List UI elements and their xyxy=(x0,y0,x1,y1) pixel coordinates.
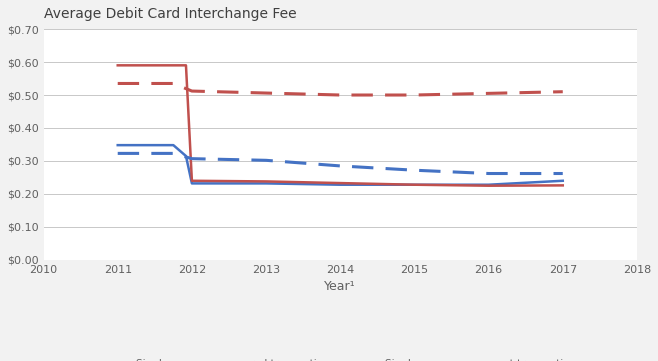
Text: Average Debit Card Interchange Fee: Average Debit Card Interchange Fee xyxy=(43,7,296,21)
X-axis label: Year¹: Year¹ xyxy=(324,280,356,293)
Legend: Single-message, covered transactions, Dual-message, covered transactions, Single: Single-message, covered transactions, Du… xyxy=(94,355,586,361)
